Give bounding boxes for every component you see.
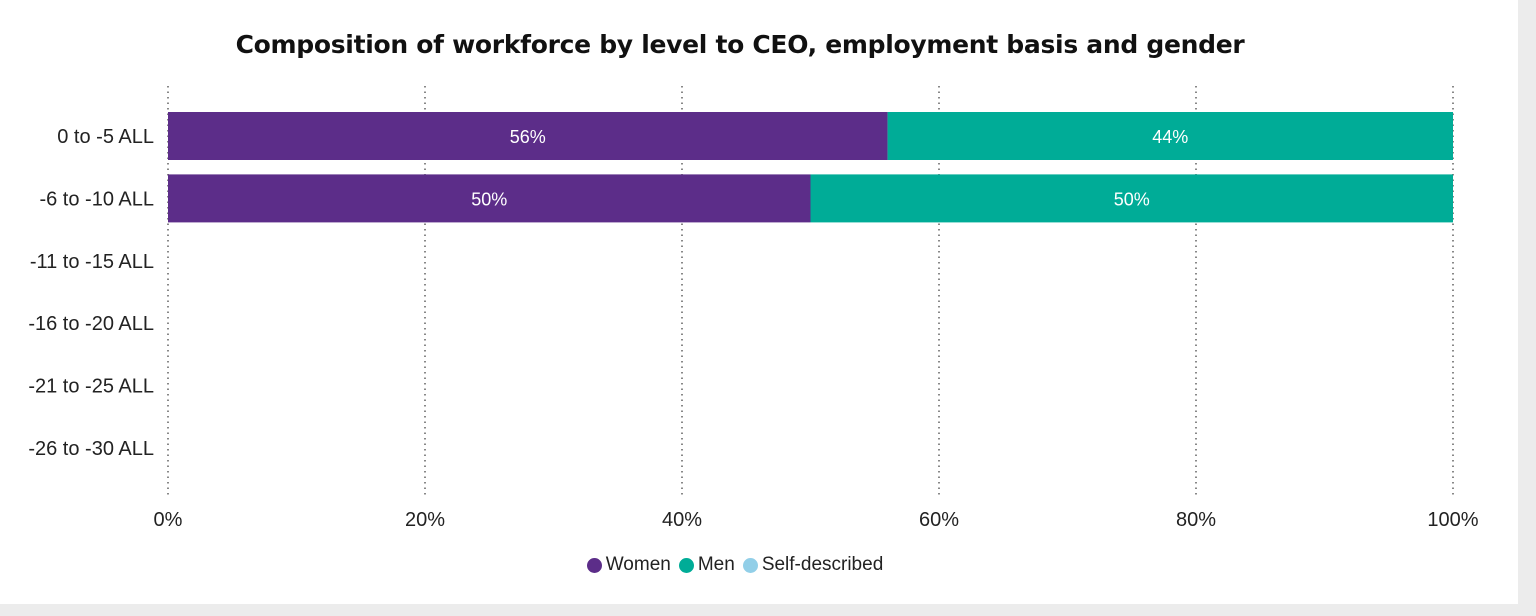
category-label: -26 to -30 ALL bbox=[28, 438, 154, 460]
bar-segment bbox=[168, 112, 888, 160]
legend-label: Women bbox=[605, 554, 671, 575]
category-label: -11 to -15 ALL bbox=[30, 251, 154, 273]
legend-item[interactable]: Self-described bbox=[742, 554, 884, 576]
legend-swatch bbox=[586, 557, 602, 573]
legend-swatch bbox=[742, 557, 758, 573]
category-label: -21 to -25 ALL bbox=[28, 376, 154, 398]
legend: Women Men Self-described bbox=[0, 554, 1470, 576]
bar-segment bbox=[810, 174, 1453, 223]
legend-label: Self-described bbox=[761, 554, 884, 575]
category-label: 0 to -5 ALL bbox=[57, 126, 154, 148]
category-label: -6 to -10 ALL bbox=[39, 188, 154, 210]
x-tick-label: 80% bbox=[1176, 509, 1216, 531]
x-tick-label: 40% bbox=[662, 509, 702, 531]
x-tick-label: 60% bbox=[919, 509, 959, 531]
legend-item[interactable]: Men bbox=[678, 554, 735, 576]
data-label: 50% bbox=[471, 189, 507, 209]
x-tick-label: 100% bbox=[1427, 509, 1478, 531]
bar-segment bbox=[887, 112, 1453, 160]
bar-segment bbox=[168, 174, 811, 223]
data-label: 50% bbox=[1114, 189, 1150, 209]
x-tick-label: 20% bbox=[405, 509, 445, 531]
data-label: 56% bbox=[510, 127, 546, 147]
chart-title: Composition of workforce by level to CEO… bbox=[235, 30, 1245, 59]
legend-swatch bbox=[678, 557, 694, 573]
legend-label: Men bbox=[697, 554, 735, 575]
x-tick-label: 0% bbox=[154, 509, 183, 531]
chart-card: Composition of workforce by level to CEO… bbox=[0, 0, 1518, 604]
legend-item[interactable]: Women bbox=[586, 554, 671, 576]
data-label: 44% bbox=[1152, 127, 1188, 147]
bar-chart: 0% 20% 40% 60% 80% 100% 0 to -5 ALL -6 to -10 A… bbox=[28, 86, 1479, 531]
category-label: -16 to -20 ALL bbox=[28, 313, 154, 335]
